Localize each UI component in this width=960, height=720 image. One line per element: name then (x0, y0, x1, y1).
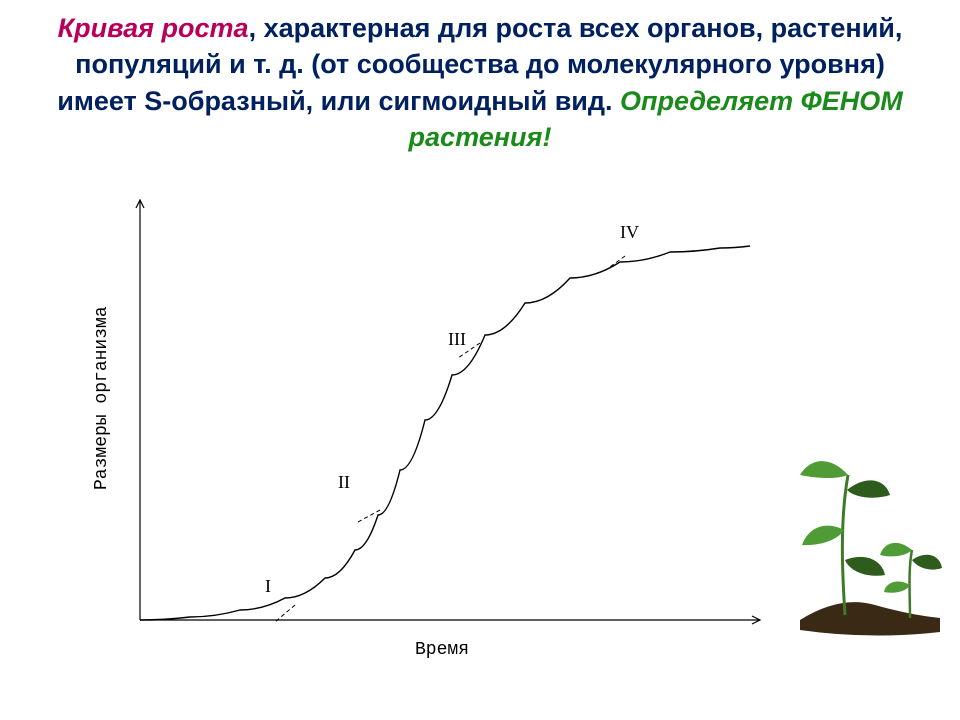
x-axis-label: Время (415, 640, 469, 660)
leaf-1a (800, 461, 848, 478)
leaf-2a (880, 543, 912, 557)
stem-2 (910, 550, 913, 618)
phase-label-1: I (265, 576, 271, 596)
soil (800, 602, 940, 635)
stem-1 (842, 475, 848, 615)
title-main: Кривая роста (58, 13, 249, 43)
sigmoid-curve (140, 246, 750, 620)
title-paragraph: Кривая роста, характерная для роста всех… (40, 10, 920, 156)
growth-curve-chart: IIIIIIIVВремяРазмеры организма (80, 190, 780, 660)
plant-illustration (790, 420, 950, 640)
phase-tick-4 (603, 256, 625, 272)
phase-label-3: III (448, 329, 466, 349)
phase-label-4: IV (620, 222, 639, 242)
leaf-1b (847, 480, 890, 497)
phase-label-2: II (338, 472, 350, 492)
slide: Кривая роста, характерная для роста всех… (0, 0, 960, 720)
y-axis-label: Размеры организма (92, 306, 112, 490)
leaf-1c (802, 526, 844, 545)
leaf-2c (884, 581, 910, 592)
title-block: Кривая роста, характерная для роста всех… (40, 10, 920, 156)
leaf-2b (912, 555, 942, 570)
leaf-1d (845, 557, 885, 576)
